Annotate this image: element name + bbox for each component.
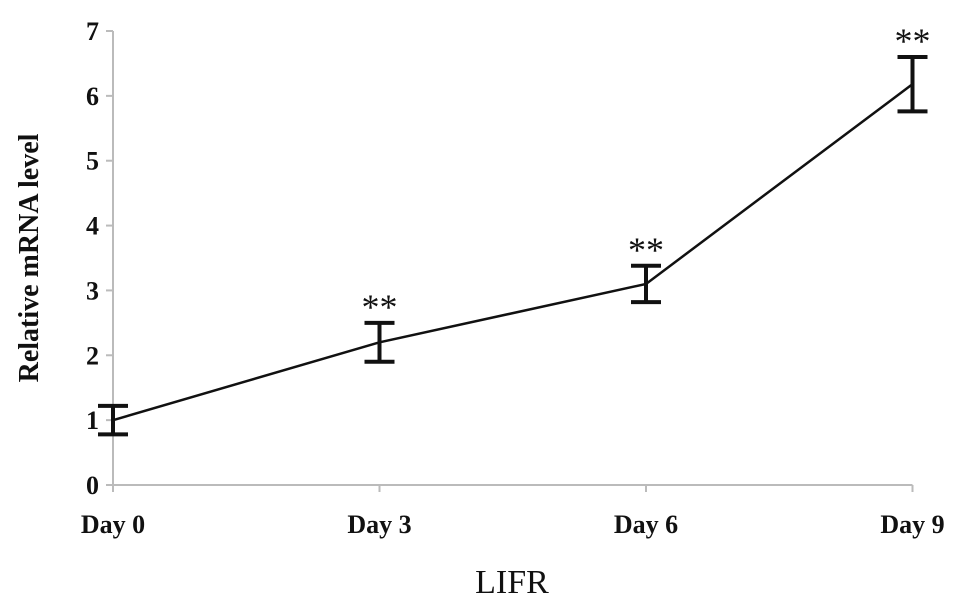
x-tick-label: Day 9 (880, 510, 944, 539)
y-tick-label: 1 (86, 406, 99, 435)
series-layer: ** ** ** (98, 21, 931, 437)
significance-label: ** (362, 287, 398, 327)
y-axis-title: Relative mRNA level (14, 133, 45, 382)
y-tick-label: 2 (86, 341, 99, 370)
y-tick-label: 6 (86, 82, 99, 111)
axes: 0 1 2 3 4 5 6 7 Day 0 Day 3 Day 6 Day 9 (81, 17, 945, 539)
y-tick-label: 5 (86, 147, 99, 176)
significance-label: ** (628, 230, 664, 270)
series-line (112, 83, 914, 422)
x-tick-label: Day 6 (614, 510, 678, 539)
x-tick-label: Day 3 (347, 510, 411, 539)
y-tick-label: 7 (86, 17, 99, 46)
significance-label: ** (895, 21, 931, 61)
y-tick-label: 0 (86, 471, 99, 500)
y-tick-label: 3 (86, 276, 99, 305)
x-axis-title: LIFR (475, 564, 549, 601)
y-tick-label: 4 (86, 212, 99, 241)
x-tick-label: Day 0 (81, 510, 145, 539)
